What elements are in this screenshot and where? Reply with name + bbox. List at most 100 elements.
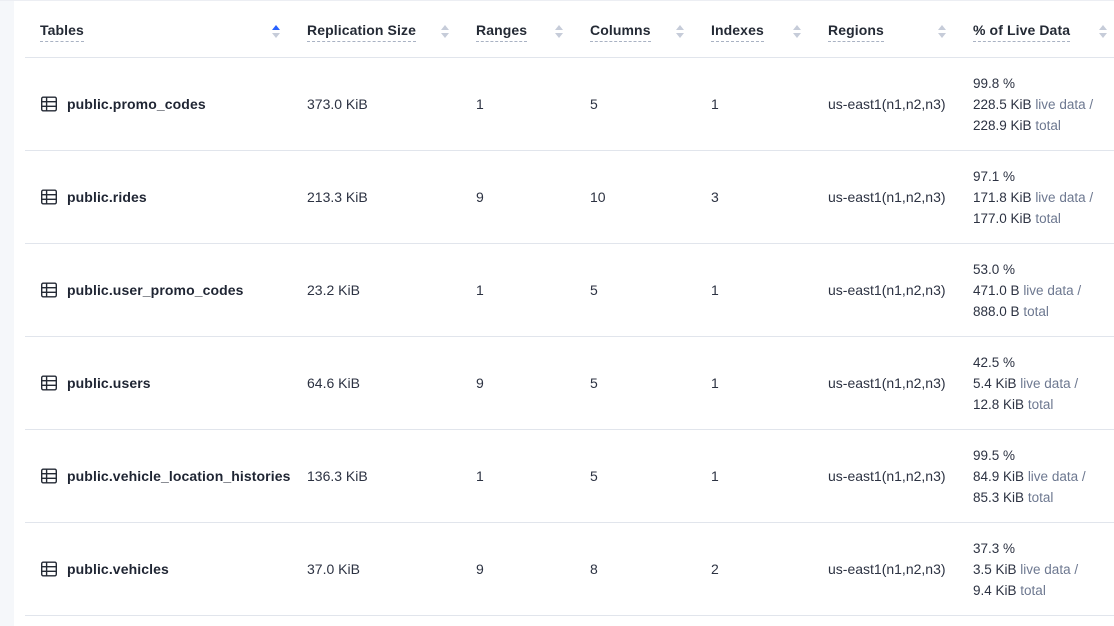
total-suffix: total [1020,582,1046,598]
live-percent: 53.0 % [973,261,1016,277]
indexes-cell: 1 [711,468,719,484]
total-size-line: 228.9 KiB total [973,115,1114,136]
live-size-line: 5.4 KiB live data / [973,373,1114,394]
regions-cell: us-east1(n1,n2,n3) [828,468,946,484]
table-name-link[interactable]: public.user_promo_codes [67,282,244,298]
total-size: 12.8 KiB [973,396,1025,412]
total-suffix: total [1027,396,1054,412]
replication-size-cell: 64.6 KiB [307,375,360,391]
total-size: 888.0 B [973,303,1020,319]
column-header-label: % of Live Data [973,22,1071,42]
total-suffix: total [1035,117,1061,133]
column-header-tables[interactable]: Tables [40,1,307,42]
table-row: public.user_promo_codes 23.2 KiB 1 5 1 u… [25,244,1114,337]
total-size: 9.4 KiB [973,582,1017,598]
table-row: public.vehicle_location_histories 136.3 … [25,430,1114,523]
live-percent: 99.8 % [973,75,1016,91]
sort-toggle-icon[interactable] [272,25,280,38]
column-header-ranges[interactable]: Ranges [476,1,590,42]
regions-cell: us-east1(n1,n2,n3) [828,561,946,577]
live-suffix: live data / [1020,375,1079,391]
column-header-regions[interactable]: Regions [828,1,973,42]
sort-toggle-icon[interactable] [1099,25,1107,38]
column-header-indexes[interactable]: Indexes [711,1,828,42]
table-icon [41,189,58,205]
live-size-line: 171.8 KiB live data / [973,187,1114,208]
column-header-label: Regions [828,22,884,42]
live-size: 228.5 KiB [973,96,1032,112]
live-size: 5.4 KiB [973,375,1017,391]
columns-cell: 10 [590,189,606,205]
table-icon [41,282,58,298]
sort-desc-icon [555,33,563,38]
column-header-pct-live-data[interactable]: % of Live Data [973,1,1114,42]
indexes-cell: 1 [711,282,719,298]
live-suffix: live data / [1035,189,1094,205]
table-name-link[interactable]: public.promo_codes [67,96,206,112]
tables-list: Tables Replication Size Ranges Columns [25,1,1114,616]
table-icon [41,96,58,112]
table-row: public.promo_codes 373.0 KiB 1 5 1 us-ea… [25,58,1114,151]
total-suffix: total [1023,303,1049,319]
columns-cell: 5 [590,468,598,484]
table-row: public.users 64.6 KiB 9 5 1 us-east1(n1,… [25,337,1114,430]
column-header-replication-size[interactable]: Replication Size [307,1,476,42]
table-icon [41,561,58,577]
live-size: 471.0 B [973,282,1020,298]
column-header-columns[interactable]: Columns [590,1,711,42]
table-name-link[interactable]: public.vehicle_location_histories [67,468,291,484]
table-name-cell: public.vehicles [40,560,307,578]
replication-size-cell: 373.0 KiB [307,96,368,112]
total-size-line: 9.4 KiB total [973,580,1114,601]
ranges-cell: 1 [476,468,484,484]
table-icon [41,468,58,484]
live-data-cell: 99.5 % 84.9 KiB live data / 85.3 KiB tot… [973,445,1114,508]
sort-toggle-icon[interactable] [555,25,563,38]
sort-toggle-icon[interactable] [938,25,946,38]
live-size-line: 471.0 B live data / [973,280,1114,301]
indexes-cell: 1 [711,375,719,391]
columns-cell: 8 [590,561,598,577]
column-header-label: Ranges [476,22,528,42]
sort-desc-icon [793,33,801,38]
replication-size-cell: 37.0 KiB [307,561,360,577]
replication-size-cell: 213.3 KiB [307,189,368,205]
table-row: public.rides 213.3 KiB 9 10 3 us-east1(n… [25,151,1114,244]
sort-toggle-icon[interactable] [441,25,449,38]
sort-desc-icon [1099,33,1107,38]
live-percent: 37.3 % [973,540,1016,556]
table-header-row: Tables Replication Size Ranges Columns [25,1,1114,58]
table-name-link[interactable]: public.rides [67,189,147,205]
table-name-cell: public.promo_codes [40,95,307,113]
table-row: public.vehicles 37.0 KiB 9 8 2 us-east1(… [25,523,1114,616]
live-size-line: 3.5 KiB live data / [973,559,1114,580]
sort-asc-icon [1099,25,1107,30]
table-name-cell: public.rides [40,188,307,206]
total-size: 228.9 KiB [973,117,1032,133]
indexes-cell: 3 [711,189,719,205]
live-data-cell: 99.8 % 228.5 KiB live data / 228.9 KiB t… [973,73,1114,136]
sort-asc-icon [272,25,280,30]
table-name-link[interactable]: public.vehicles [67,561,169,577]
live-data-cell: 53.0 % 471.0 B live data / 888.0 B total [973,259,1114,322]
sort-desc-icon [441,33,449,38]
sort-toggle-icon[interactable] [793,25,801,38]
sort-asc-icon [555,25,563,30]
ranges-cell: 1 [476,96,484,112]
total-size: 85.3 KiB [973,489,1025,505]
live-size: 171.8 KiB [973,189,1032,205]
table-name-cell: public.user_promo_codes [40,281,307,299]
replication-size-cell: 136.3 KiB [307,468,368,484]
sort-desc-icon [272,33,280,38]
ranges-cell: 9 [476,561,484,577]
sort-toggle-icon[interactable] [676,25,684,38]
column-header-label: Indexes [711,22,764,42]
left-gutter [0,1,14,626]
table-name-link[interactable]: public.users [67,375,151,391]
live-size-line: 84.9 KiB live data / [973,466,1114,487]
total-size-line: 177.0 KiB total [973,208,1114,229]
live-suffix: live data / [1035,96,1094,112]
replication-size-cell: 23.2 KiB [307,282,360,298]
live-data-cell: 37.3 % 3.5 KiB live data / 9.4 KiB total [973,538,1114,601]
table-name-cell: public.vehicle_location_histories [40,467,307,485]
